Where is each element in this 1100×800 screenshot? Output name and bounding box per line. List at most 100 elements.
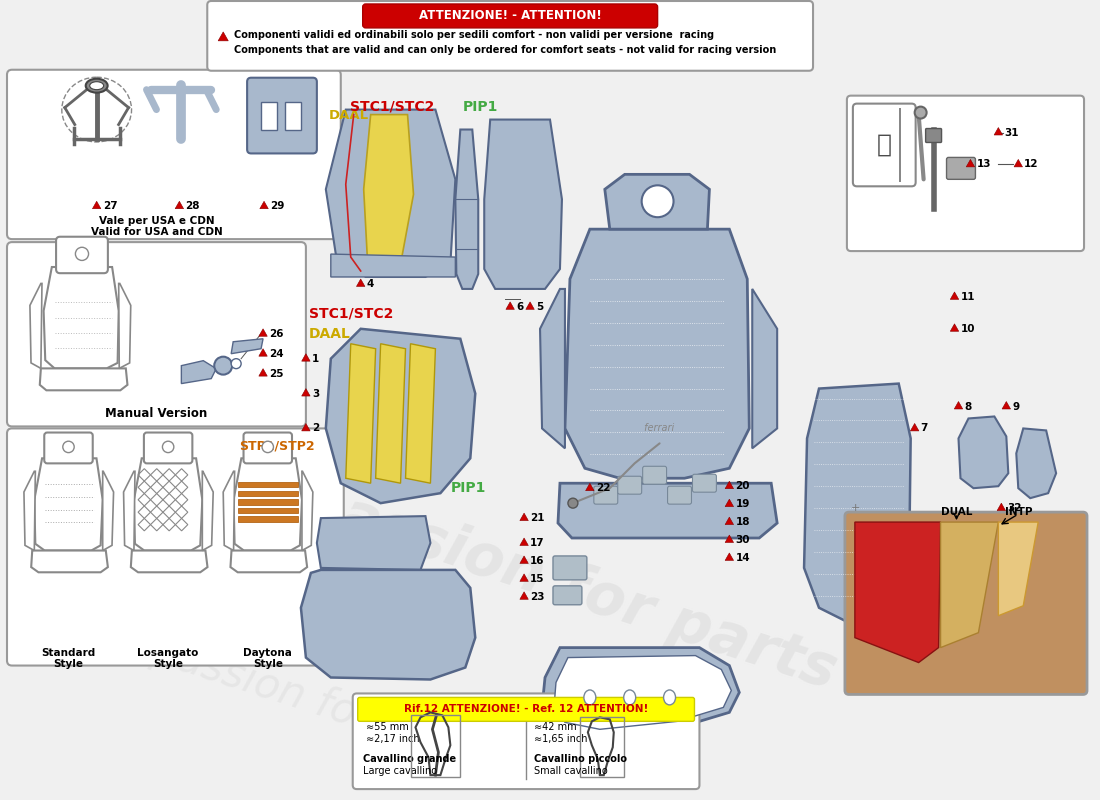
Polygon shape (997, 503, 1005, 510)
Circle shape (231, 358, 241, 369)
Polygon shape (258, 349, 267, 356)
Polygon shape (542, 648, 739, 735)
Text: ≈2,17 inch: ≈2,17 inch (365, 734, 419, 744)
FancyBboxPatch shape (243, 433, 292, 463)
Text: 13: 13 (977, 159, 991, 170)
Text: Componenti validi ed ordinabili solo per sedili comfort - non validi per version: Componenti validi ed ordinabili solo per… (234, 30, 714, 40)
Polygon shape (554, 655, 732, 730)
Text: 22: 22 (596, 483, 611, 493)
Text: PIP1: PIP1 (450, 481, 486, 495)
FancyBboxPatch shape (618, 476, 641, 494)
Text: 🐴: 🐴 (877, 133, 891, 157)
Polygon shape (24, 471, 35, 550)
Text: Daytona
Style: Daytona Style (243, 648, 293, 670)
Polygon shape (30, 283, 42, 368)
Text: PIP1: PIP1 (462, 100, 497, 114)
Text: Manual Version: Manual Version (106, 407, 208, 420)
Text: INTP: INTP (1004, 507, 1032, 517)
Circle shape (568, 498, 578, 508)
Text: DAAL: DAAL (309, 326, 351, 341)
FancyBboxPatch shape (852, 104, 915, 186)
Text: DAAL: DAAL (329, 109, 368, 122)
Polygon shape (752, 289, 778, 448)
FancyBboxPatch shape (7, 242, 306, 426)
Polygon shape (258, 329, 267, 336)
Polygon shape (958, 417, 1009, 488)
Polygon shape (202, 471, 213, 550)
Ellipse shape (86, 78, 108, 93)
Text: 29: 29 (270, 202, 285, 211)
Text: STP1/STP2: STP1/STP2 (239, 440, 315, 453)
Bar (238, 508, 298, 513)
Bar (238, 490, 298, 496)
Text: 5: 5 (536, 302, 543, 312)
FancyBboxPatch shape (44, 433, 92, 463)
Text: 8: 8 (965, 402, 971, 411)
Polygon shape (999, 522, 1038, 616)
Polygon shape (231, 338, 263, 354)
Polygon shape (1014, 159, 1023, 167)
FancyBboxPatch shape (353, 694, 700, 789)
Text: a passion for parts: a passion for parts (110, 618, 492, 778)
Text: 27: 27 (102, 202, 118, 211)
Polygon shape (1016, 429, 1056, 498)
Text: 6: 6 (516, 302, 524, 312)
FancyBboxPatch shape (693, 474, 716, 492)
Ellipse shape (584, 690, 596, 705)
Text: ≈55 mm: ≈55 mm (365, 722, 408, 732)
Polygon shape (44, 267, 119, 368)
Polygon shape (119, 283, 131, 368)
Text: 4: 4 (366, 279, 374, 289)
Text: Large cavallino: Large cavallino (363, 766, 437, 776)
Circle shape (641, 186, 673, 217)
Text: 11: 11 (960, 292, 975, 302)
FancyBboxPatch shape (207, 1, 813, 70)
Bar (238, 517, 298, 522)
Polygon shape (331, 254, 455, 277)
Text: ≈42 mm: ≈42 mm (535, 722, 576, 732)
Circle shape (915, 106, 926, 118)
Text: ferrari: ferrari (641, 423, 674, 434)
FancyBboxPatch shape (553, 556, 587, 580)
Polygon shape (911, 423, 918, 431)
Polygon shape (520, 592, 528, 599)
Text: ≈1,65 inch: ≈1,65 inch (535, 734, 587, 744)
Polygon shape (406, 344, 436, 483)
Text: 17: 17 (530, 538, 544, 548)
Polygon shape (364, 114, 414, 264)
Polygon shape (223, 471, 234, 550)
Polygon shape (301, 354, 310, 361)
Polygon shape (233, 458, 302, 550)
Polygon shape (725, 553, 734, 561)
Text: ATTENZIONE! - ATTENTION!: ATTENZIONE! - ATTENTION! (419, 10, 602, 22)
Polygon shape (585, 483, 594, 490)
Polygon shape (506, 302, 515, 310)
Text: 1: 1 (312, 354, 319, 364)
Polygon shape (317, 516, 430, 570)
FancyBboxPatch shape (7, 429, 344, 666)
Bar (238, 482, 298, 487)
FancyBboxPatch shape (845, 512, 1087, 694)
Polygon shape (260, 202, 268, 209)
Polygon shape (605, 174, 710, 229)
Text: 14: 14 (735, 553, 750, 563)
Text: Components that are valid and can only be ordered for comfort seats - not valid : Components that are valid and can only b… (234, 45, 777, 55)
Polygon shape (725, 499, 734, 506)
Text: Cavallino piccolo: Cavallino piccolo (535, 754, 627, 764)
Polygon shape (520, 538, 528, 546)
Polygon shape (725, 482, 734, 489)
Polygon shape (302, 471, 312, 550)
FancyBboxPatch shape (144, 433, 192, 463)
Polygon shape (804, 383, 911, 622)
Polygon shape (950, 324, 959, 331)
Text: 10: 10 (960, 324, 975, 334)
Polygon shape (540, 289, 565, 448)
Circle shape (76, 247, 89, 261)
Polygon shape (950, 292, 959, 299)
Text: 20: 20 (735, 482, 750, 491)
Bar (238, 499, 298, 505)
Polygon shape (34, 458, 102, 550)
FancyBboxPatch shape (642, 466, 667, 484)
Text: 3: 3 (312, 389, 319, 398)
Polygon shape (356, 279, 365, 286)
